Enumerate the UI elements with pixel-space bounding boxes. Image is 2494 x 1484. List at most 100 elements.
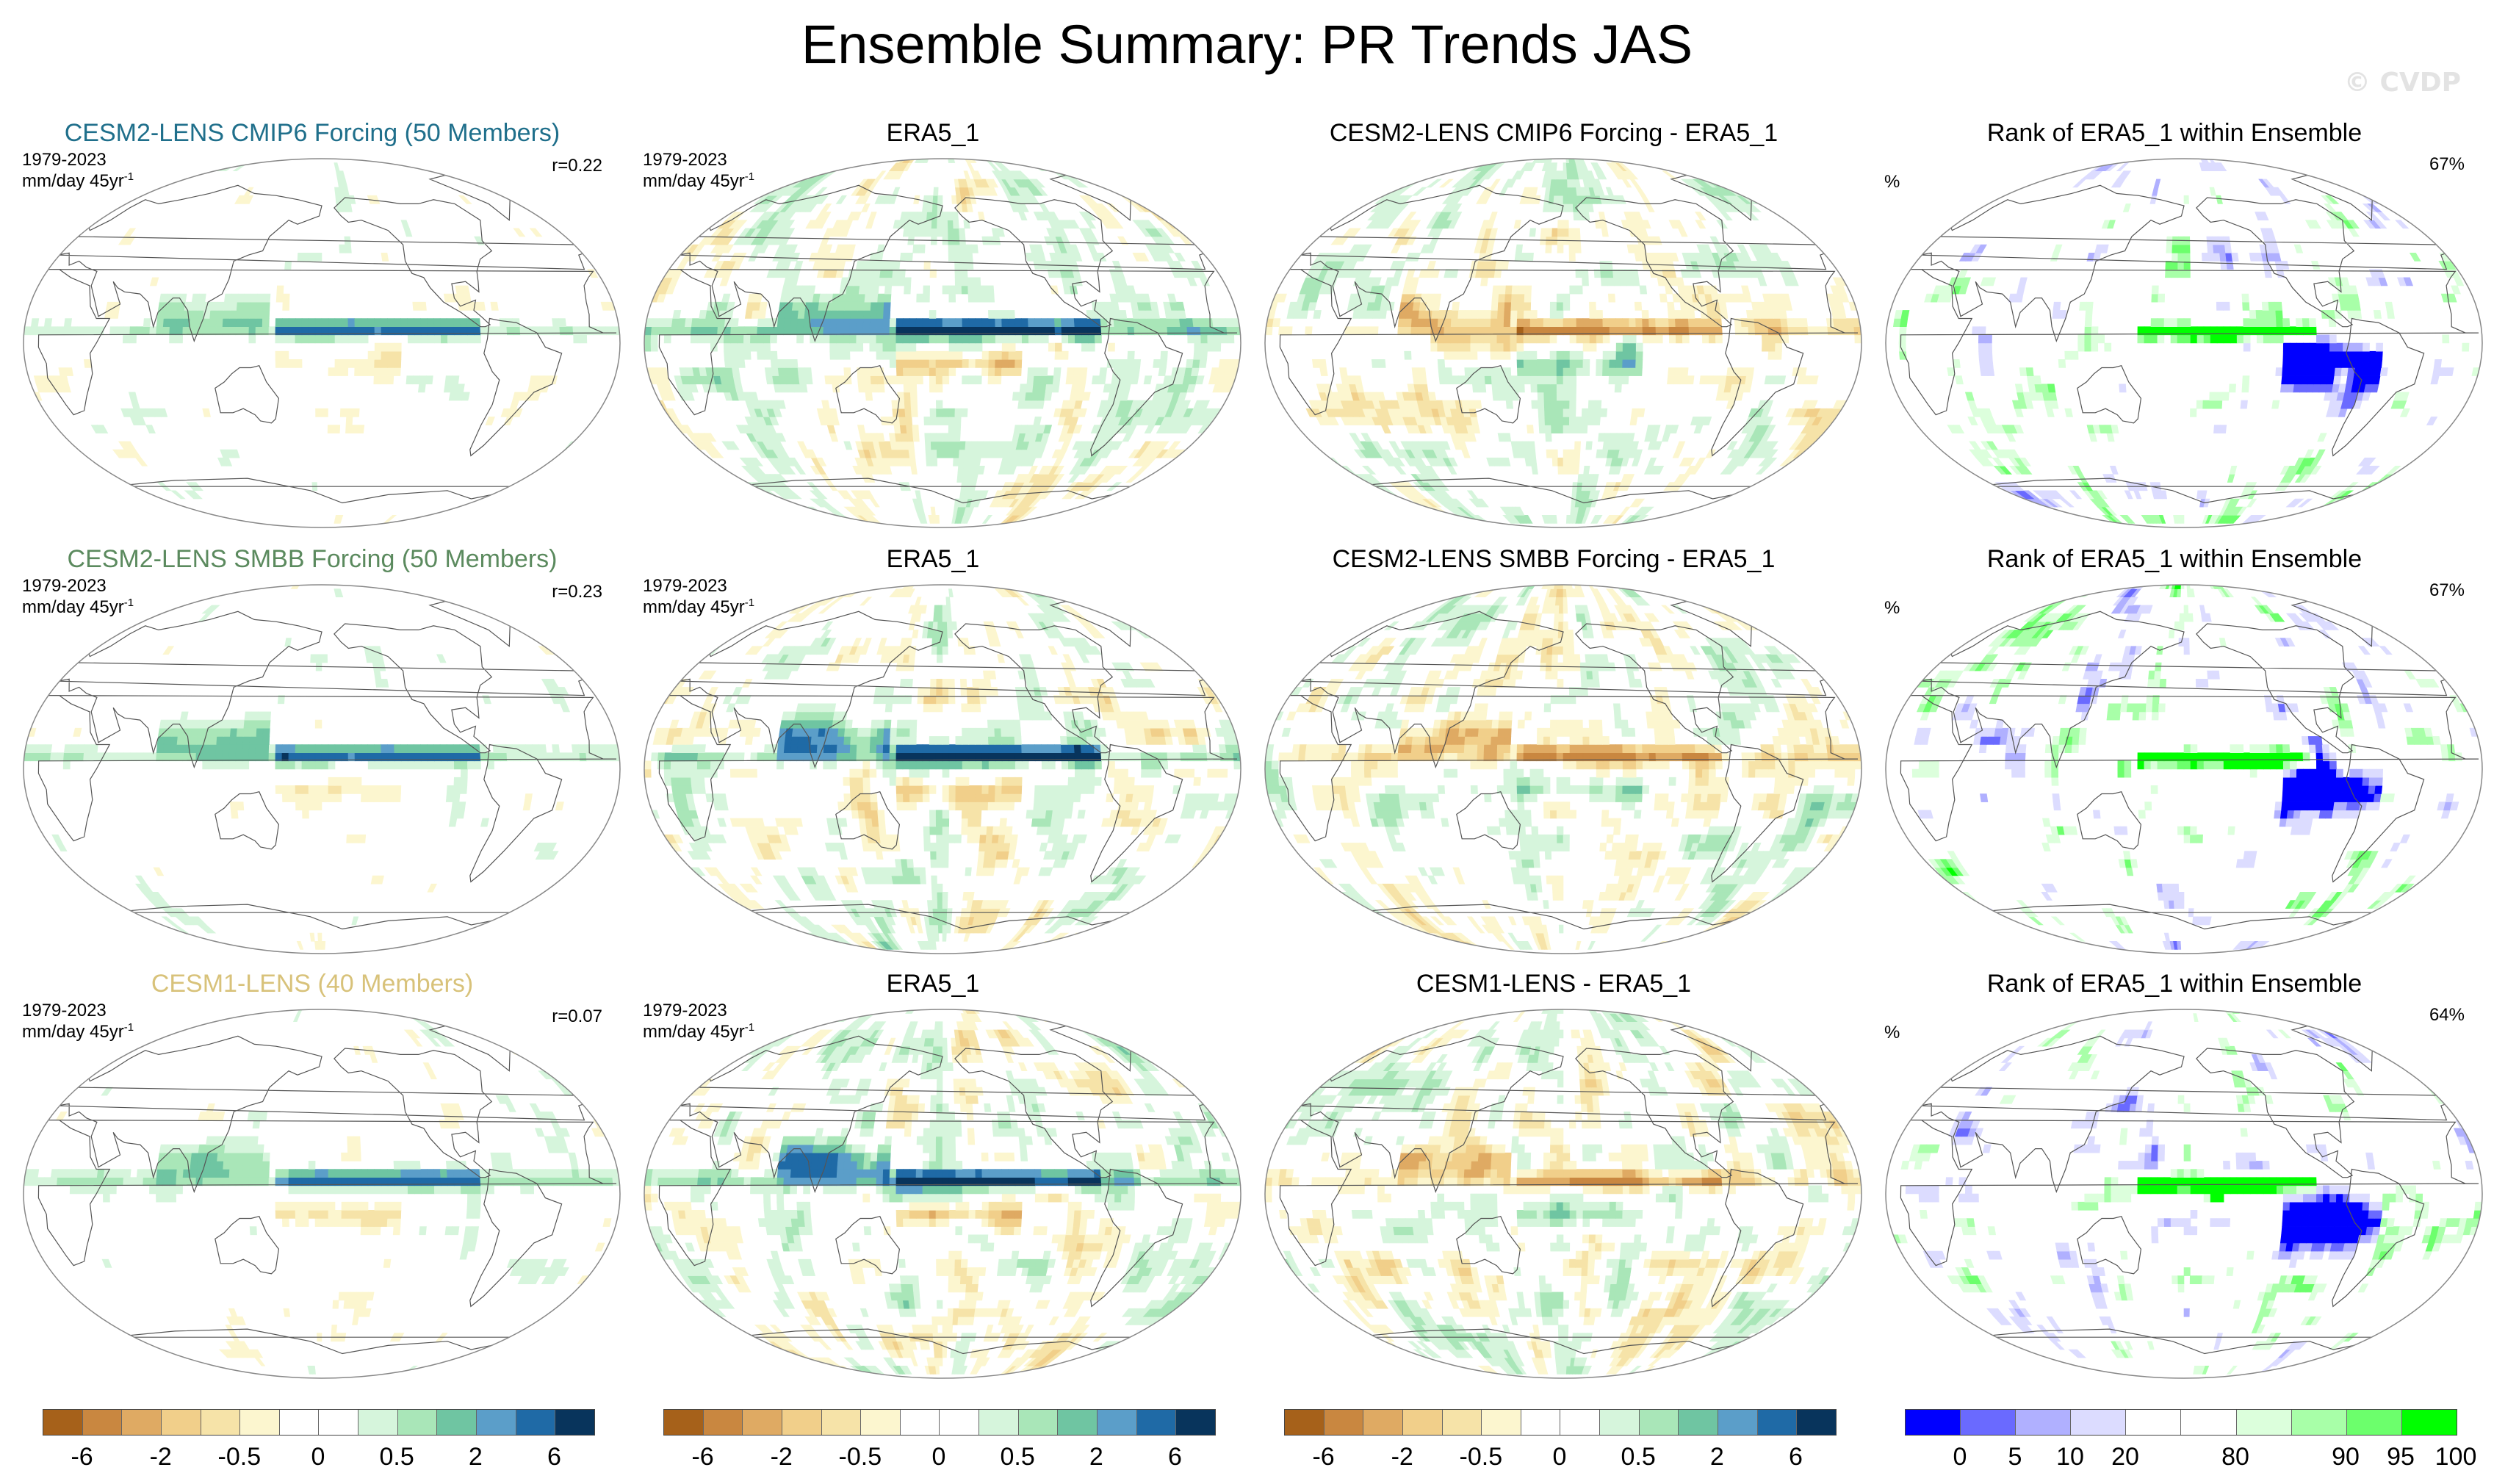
field-cell [1477, 318, 1485, 327]
field-cell [1193, 326, 1201, 336]
field-cell [123, 326, 131, 336]
field-cell [1200, 334, 1208, 344]
field-cell [1014, 334, 1023, 344]
field-cell [347, 744, 356, 753]
field-cell [771, 367, 779, 376]
field-cell [759, 301, 768, 311]
field-cell [1457, 326, 1465, 336]
field-cell [2315, 350, 2324, 360]
field-cell [2375, 350, 2383, 360]
field-cell [876, 334, 884, 344]
field-cell [2282, 318, 2291, 327]
field-cell [129, 752, 137, 762]
field-cell [1014, 350, 1023, 360]
field-cell [1580, 425, 1588, 434]
field-cell [929, 375, 937, 385]
field-cell [454, 940, 478, 950]
field-cell [684, 318, 693, 327]
field-cell [308, 318, 316, 327]
field-cell [1676, 277, 1684, 287]
field-cell [1536, 367, 1544, 376]
field-cell [1008, 334, 1016, 344]
field-cell [1186, 326, 1194, 336]
field-cell [50, 752, 58, 762]
field-cell [1008, 350, 1016, 360]
field-cell [1551, 425, 1558, 434]
field-cell [1069, 220, 1080, 229]
field-cell [1686, 375, 1695, 385]
field-cell [1543, 400, 1551, 409]
field-cell [373, 375, 381, 385]
field-cell [936, 449, 943, 458]
field-cell [216, 310, 224, 319]
field-cell [1503, 318, 1511, 327]
field-cell [1491, 375, 1499, 385]
field-cell [2309, 342, 2317, 352]
field-cell [935, 400, 943, 409]
rank-unit: % [1884, 172, 1900, 192]
field-cell [1549, 359, 1557, 368]
field-cell [954, 417, 962, 425]
field-cell [2183, 195, 2189, 204]
field-cell [1048, 212, 1059, 220]
field-cell [1483, 334, 1491, 344]
field-cell [783, 318, 792, 327]
field-cell [1673, 375, 1682, 385]
field-cell [2335, 342, 2343, 352]
field-cell [1195, 375, 1205, 385]
units-label: mm/day 45yr-1 [643, 170, 754, 192]
field-cell [889, 350, 897, 360]
field-cell [317, 940, 322, 950]
field-cell [1773, 318, 1782, 327]
field-cell [2300, 375, 2309, 385]
field-cell [890, 375, 898, 385]
field-cell [857, 293, 866, 303]
field-cell [763, 350, 771, 360]
field-cell [177, 301, 186, 311]
field-cell [963, 220, 970, 229]
field-cell [923, 285, 931, 295]
field-cell [1390, 170, 1411, 180]
field-cell [1044, 514, 1064, 524]
field-cell [90, 744, 98, 753]
field-cell [2315, 342, 2324, 352]
field-cell [1602, 334, 1610, 344]
field-cell [810, 310, 819, 319]
field-cell [1410, 162, 1435, 172]
field-cell [2328, 359, 2337, 368]
field-cell [2410, 457, 2426, 467]
field-cell [973, 457, 981, 467]
field-cell [1067, 474, 1081, 483]
field-cell [2279, 383, 2288, 393]
field-cell [2291, 159, 2320, 163]
field-cell [766, 498, 786, 508]
field-cell [374, 359, 382, 368]
field-cell [1444, 334, 1452, 344]
field-cell [163, 736, 172, 745]
field-cell [1444, 367, 1452, 376]
field-cell [882, 318, 890, 327]
field-cell [314, 318, 322, 327]
field-cell [870, 310, 878, 319]
field-cell [2017, 285, 2025, 295]
field-cell [1626, 277, 1634, 287]
field-cell [1383, 498, 1403, 508]
field-cell [876, 433, 885, 442]
field-cell [1142, 195, 1161, 204]
field-cell [1530, 375, 1538, 385]
field-cell [380, 375, 388, 385]
field-cell [209, 310, 217, 319]
field-cell [936, 433, 943, 442]
field-cell [924, 441, 931, 450]
field-cell [929, 350, 937, 360]
field-cell [1008, 318, 1016, 327]
field-cell [910, 408, 918, 417]
field-cell [1517, 293, 1525, 303]
field-cell [870, 301, 878, 311]
field-cell [176, 752, 184, 762]
field-cell [1180, 326, 1188, 336]
field-cell [1061, 441, 1071, 450]
field-cell [334, 162, 340, 172]
field-cell [790, 367, 799, 376]
field-cell [2332, 375, 2342, 385]
